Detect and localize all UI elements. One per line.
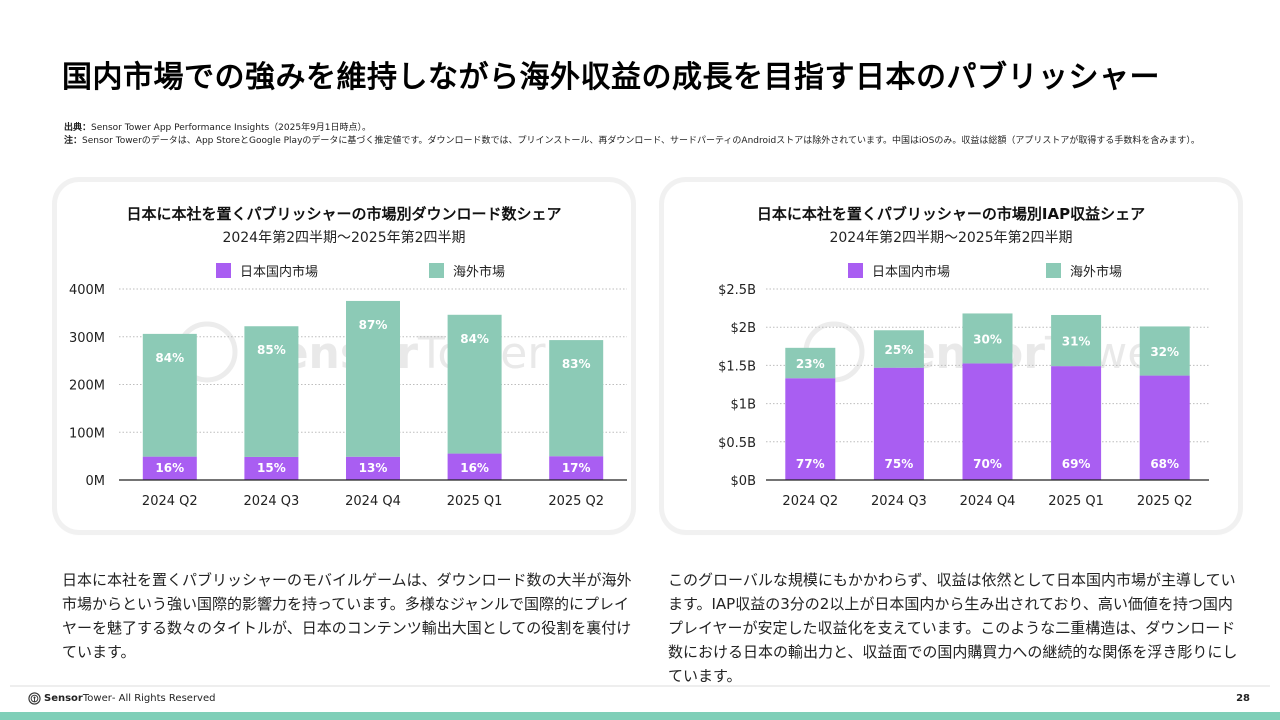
legend-swatch-overseas	[1046, 263, 1061, 278]
x-tick-label: 2024 Q4	[960, 494, 1016, 509]
chart-title: 日本に本社を置くパブリッシャーの市場別ダウンロード数シェア	[126, 205, 561, 223]
source-text: Sensor Tower App Performance Insights（20…	[91, 123, 372, 133]
bar-domestic	[142, 456, 197, 480]
x-tick-label: 2025 Q2	[548, 494, 604, 509]
source-line: 出典：Sensor Tower App Performance Insights…	[64, 122, 1244, 135]
bar-domestic	[549, 456, 604, 480]
bar-label-overseas: 84%	[460, 332, 489, 346]
y-tick-label: $0.5B	[718, 436, 756, 451]
revenue-chart: SensorTower日本に本社を置くパブリッシャーの市場別IAP収益シェア20…	[718, 205, 1209, 509]
footer-brand-bold: Sensor	[44, 693, 83, 704]
bar-overseas	[142, 333, 197, 457]
bar-overseas	[447, 314, 502, 454]
note-line: 注：Sensor Towerのデータは、App StoreとGoogle Pla…	[64, 135, 1244, 148]
source-notes: 出典：Sensor Tower App Performance Insights…	[64, 122, 1244, 148]
bar-label-domestic: 15%	[257, 461, 286, 475]
bar-label-domestic: 16%	[155, 461, 184, 475]
bar-overseas	[244, 326, 299, 457]
bar-domestic	[785, 378, 836, 480]
x-tick-label: 2025 Q2	[1137, 494, 1193, 509]
y-tick-label: 200M	[69, 379, 105, 394]
bar-label-overseas: 32%	[1150, 345, 1179, 359]
bar-label-domestic: 17%	[562, 461, 591, 475]
y-tick-label: 300M	[69, 331, 105, 346]
x-tick-label: 2024 Q4	[345, 494, 401, 509]
bar-domestic	[1139, 375, 1190, 480]
y-tick-label: $1B	[731, 398, 756, 413]
bar-label-overseas: 31%	[1062, 335, 1091, 349]
bar-label-domestic: 77%	[796, 457, 825, 471]
note-label: 注：	[64, 136, 83, 146]
bar-overseas	[1051, 314, 1102, 367]
x-tick-label: 2025 Q1	[447, 494, 503, 509]
sensor-tower-logo-icon	[28, 692, 41, 705]
page-title: 国内市場での強みを維持しながら海外収益の成長を目指す日本のパブリッシャー	[62, 60, 1160, 95]
legend-label-domestic: 日本国内市場	[240, 264, 318, 280]
footer-brand-light: Tower	[82, 693, 112, 704]
y-tick-label: $0B	[731, 474, 756, 489]
bar-domestic	[1051, 366, 1102, 480]
y-tick-label: 0M	[86, 474, 106, 489]
chart-subtitle: 2024年第2四半期〜2025年第2四半期	[829, 229, 1072, 246]
legend-label-overseas: 海外市場	[453, 264, 505, 280]
bar-label-overseas: 84%	[155, 351, 184, 365]
bar-overseas	[549, 340, 604, 457]
footer-rights: - All Rights Reserved	[111, 693, 216, 704]
downloads-chart-card: SensorTower日本に本社を置くパブリッシャーの市場別ダウンロード数シェア…	[57, 182, 631, 530]
legend-swatch-domestic	[848, 263, 863, 278]
y-tick-label: $1.5B	[718, 359, 756, 374]
y-tick-label: $2.5B	[718, 283, 756, 298]
chart-title: 日本に本社を置くパブリッシャーの市場別IAP収益シェア	[757, 205, 1145, 223]
bar-domestic	[447, 453, 502, 480]
page-number: 28	[1236, 693, 1250, 704]
bottom-accent-bar	[0, 712, 1280, 720]
bar-domestic	[244, 456, 299, 480]
bar-label-domestic: 16%	[460, 461, 489, 475]
legend-swatch-domestic	[216, 263, 231, 278]
x-tick-label: 2024 Q3	[871, 494, 927, 509]
bar-overseas	[1139, 326, 1190, 376]
revenue-chart-card: SensorTower 日本に本社を置くパブリッシャーの市場別IAP収益シェア 20…	[664, 182, 1238, 530]
bar-label-overseas: 87%	[359, 318, 388, 332]
bar-domestic	[346, 456, 400, 480]
x-tick-label: 2024 Q2	[142, 494, 198, 509]
x-tick-label: 2024 Q2	[782, 494, 838, 509]
downloads-chart: SensorTower日本に本社を置くパブリッシャーの市場別ダウンロード数シェア…	[69, 205, 627, 509]
chart-subtitle: 2024年第2四半期〜2025年第2四半期	[222, 229, 465, 246]
bar-domestic	[873, 367, 924, 480]
source-label: 出典：	[64, 123, 92, 133]
y-tick-label: 400M	[69, 283, 105, 298]
bar-overseas	[962, 313, 1013, 364]
revenue-description: このグローバルな規模にもかかわらず、収益は依然として日本国内市場が主導しています…	[668, 571, 1238, 685]
legend-swatch-overseas	[429, 263, 444, 278]
bar-label-domestic: 68%	[1150, 457, 1179, 471]
bar-label-domestic: 70%	[973, 457, 1002, 471]
x-tick-label: 2025 Q1	[1048, 494, 1104, 509]
note-text: Sensor Towerのデータは、App StoreとGoogle Playの…	[82, 136, 1200, 146]
footer-divider	[10, 685, 1270, 687]
y-tick-label: $2B	[731, 321, 756, 336]
footer-brand: Sensor Tower - All Rights Reserved	[28, 692, 215, 705]
bar-label-domestic: 69%	[1062, 457, 1091, 471]
legend-label-overseas: 海外市場	[1070, 264, 1122, 280]
bar-label-overseas: 25%	[885, 343, 914, 357]
bar-label-domestic: 75%	[885, 457, 914, 471]
bar-overseas	[346, 300, 400, 457]
bar-label-domestic: 13%	[359, 461, 388, 475]
bar-label-overseas: 23%	[796, 357, 825, 371]
bar-overseas	[785, 347, 836, 379]
bar-label-overseas: 83%	[562, 357, 591, 371]
y-tick-label: 100M	[69, 426, 105, 441]
legend-label-domestic: 日本国内市場	[872, 264, 950, 280]
bar-label-overseas: 30%	[973, 332, 1002, 346]
bar-overseas	[873, 330, 924, 368]
downloads-description: 日本に本社を置くパブリッシャーのモバイルゲームは、ダウンロード数の大半が海外市場…	[62, 571, 632, 661]
bar-domestic	[962, 363, 1013, 480]
x-tick-label: 2024 Q3	[244, 494, 300, 509]
bar-label-overseas: 85%	[257, 343, 286, 357]
